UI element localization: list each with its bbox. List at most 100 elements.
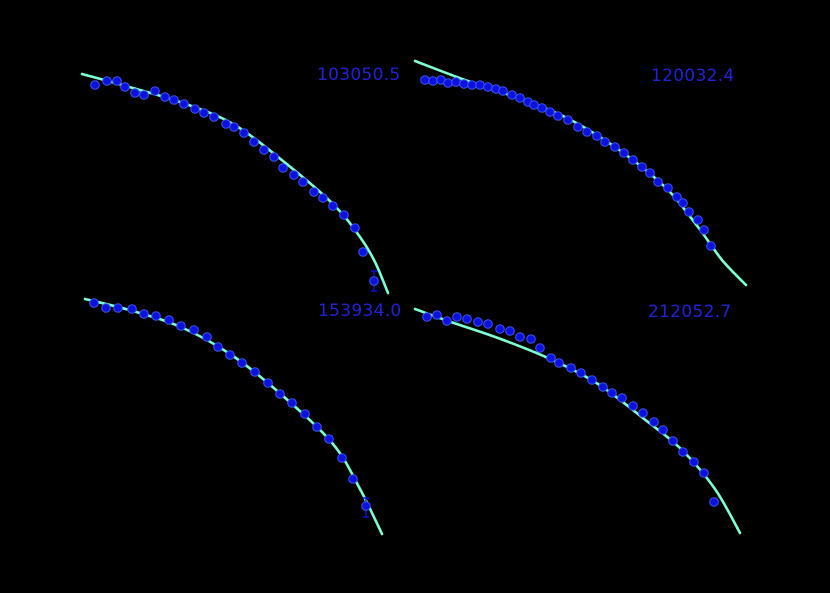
panel-1-data-point (209, 112, 219, 122)
panel-1-model-curve (80, 72, 390, 295)
panel-3-data-point (263, 378, 273, 388)
panel-3-data-point (361, 501, 371, 511)
panel-2-data-point (545, 107, 555, 117)
panel-1-data-point (249, 137, 259, 147)
panel-1-data-point (139, 90, 149, 100)
panel-2-data-point (475, 80, 485, 90)
panel-1-data-point (112, 76, 122, 86)
panel-4-data-point (658, 425, 668, 435)
panel-2-data-point (529, 100, 539, 110)
panel-2-data-point (663, 183, 673, 193)
panel-3-data-point (151, 311, 161, 321)
panel-4-data-point (668, 436, 678, 446)
panel-1-data-point (350, 223, 360, 233)
panel-4-label: 212052.7 (648, 302, 732, 322)
panel-3-data-point (139, 309, 149, 319)
panel-2-data-point (619, 148, 629, 158)
panel-1-data-point (339, 210, 349, 220)
panel-2-data-point (507, 90, 517, 100)
panel-1-data-point (318, 193, 328, 203)
panel-1-data-point (130, 88, 140, 98)
panel-4-data-point (422, 312, 432, 322)
panel-4-data-point (452, 312, 462, 322)
panel-3-data-point (250, 367, 260, 377)
panel-1-data-point (190, 104, 200, 114)
panel-2-data-point (483, 82, 493, 92)
panel-1-data-point (239, 128, 249, 138)
panel-3-data-point (312, 422, 322, 432)
panel-3-data-point (287, 398, 297, 408)
panel-4-data-point (649, 417, 659, 427)
panel-1-data-point (259, 145, 269, 155)
panel-4 (413, 307, 742, 535)
panel-4-model-curve (413, 307, 742, 535)
panel-3-data-point (213, 342, 223, 352)
panel-2-data-point (653, 177, 663, 187)
panel-3-data-point (189, 325, 199, 335)
panel-4-data-point (709, 497, 719, 507)
panel-4-data-point (699, 468, 709, 478)
panel-2-data-point (515, 93, 525, 103)
panel-2-data-point (459, 79, 469, 89)
panel-3-data-point (101, 303, 111, 313)
panel-2-data-point (582, 127, 592, 137)
panel-3 (83, 297, 384, 536)
panel-3-data-point (113, 303, 123, 313)
panel-2-data-point (498, 86, 508, 96)
panel-4-data-point (587, 375, 597, 385)
panel-4-data-point (535, 343, 545, 353)
panel-3-data-point (164, 315, 174, 325)
panel-1-label: 103050.5 (317, 65, 401, 85)
panel-4-data-point (678, 447, 688, 457)
panel-2-data-point (451, 77, 461, 87)
panel-3-model-curve (83, 297, 384, 536)
panel-2-data-point (467, 80, 477, 90)
panel-4-data-point (628, 401, 638, 411)
panel-1-data-point (150, 86, 160, 96)
panel-4-data-point (495, 324, 505, 334)
panel-4-data-point (462, 314, 472, 324)
panel-4-data-point (432, 310, 442, 320)
panel-1-data-point (160, 92, 170, 102)
panel-1-data-point (102, 76, 112, 86)
panel-1-data-point (90, 80, 100, 90)
panel-1-data-point (269, 152, 279, 162)
panel-4-data-point (526, 334, 536, 344)
panel-3-label: 153934.0 (318, 301, 402, 321)
panel-2-data-point (637, 162, 647, 172)
panel-2-data-point (420, 75, 430, 85)
panel-2-data-point (573, 122, 583, 132)
panel-4-data-point (515, 332, 525, 342)
panel-1-data-point (369, 276, 379, 286)
panel-1-data-point (179, 99, 189, 109)
panel-2-data-point (672, 192, 682, 202)
panel-2-data-point (684, 207, 694, 217)
panel-2-model-curve (413, 59, 748, 287)
panel-1 (80, 72, 390, 295)
panel-3-data-point (127, 304, 137, 314)
panel-2-data-point (563, 115, 573, 125)
panel-3-data-point (348, 474, 358, 484)
panel-1-data-point (298, 177, 308, 187)
panel-4-data-point (505, 326, 515, 336)
panel-1-data-point (120, 82, 130, 92)
panel-2-data-point (678, 198, 688, 208)
panel-4-data-point (598, 382, 608, 392)
panel-4-data-point (617, 393, 627, 403)
panel-1-data-point (289, 170, 299, 180)
panel-4-data-point (483, 319, 493, 329)
panel-2-data-point (645, 168, 655, 178)
panel-1-data-point (221, 119, 231, 129)
panel-1-data-point (309, 187, 319, 197)
panel-1-data-point (278, 163, 288, 173)
panel-2-data-point (592, 131, 602, 141)
panel-2-data-point (443, 78, 453, 88)
panel-4-data-point (607, 388, 617, 398)
panel-3-data-point (300, 409, 310, 419)
panel-2-data-point (600, 137, 610, 147)
panel-2-data-point (706, 241, 716, 251)
panel-1-data-point (199, 108, 209, 118)
panel-3-data-point (337, 453, 347, 463)
panel-4-data-point (566, 363, 576, 373)
